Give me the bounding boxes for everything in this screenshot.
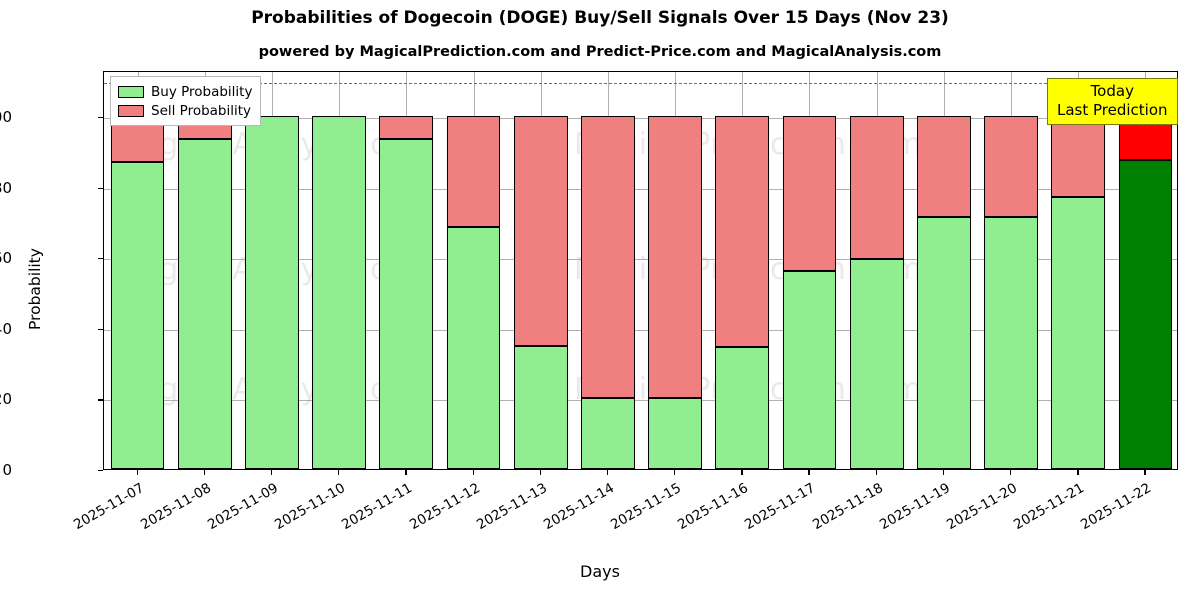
chart-subtitle: powered by MagicalPrediction.com and Pre… (258, 44, 942, 60)
bar-segment-buy[interactable] (715, 347, 770, 469)
bar-segment-buy[interactable] (446, 227, 501, 469)
bar-segment-buy[interactable] (379, 138, 434, 469)
x-axis-label: Days (580, 562, 620, 581)
x-tick-mark (539, 470, 542, 475)
bar-group[interactable] (379, 72, 434, 469)
x-tick-mark (203, 470, 206, 475)
bar-segment-buy[interactable] (312, 115, 367, 469)
bar-segment-sell[interactable] (446, 115, 501, 228)
y-tick-mark (98, 399, 103, 401)
legend-item-buy: Buy Probability (118, 82, 252, 101)
bar-segment-sell[interactable] (849, 115, 904, 259)
legend-swatch-buy-icon (118, 85, 144, 98)
bar-group[interactable] (446, 72, 501, 469)
chart-title: Probabilities of Dogecoin (DOGE) Buy/Sel… (251, 8, 949, 28)
y-tick-mark (98, 258, 103, 260)
legend-swatch-sell-icon (118, 104, 144, 117)
bar-segment-sell[interactable] (581, 115, 635, 399)
bar-group[interactable] (177, 72, 232, 469)
y-tick-mark (98, 187, 103, 189)
bar-segment-sell[interactable] (782, 115, 837, 272)
y-tick-mark (98, 116, 103, 119)
y-tick-label: 40 (0, 319, 12, 338)
y-tick-mark (98, 470, 103, 472)
x-tick-mark (270, 470, 273, 475)
x-tick-mark (875, 470, 877, 475)
x-tick-mark (405, 470, 407, 475)
y-tick-mark (98, 328, 103, 331)
legend-label-buy: Buy Probability (151, 83, 253, 100)
bar-group[interactable] (849, 72, 904, 469)
bar-segment-buy[interactable] (916, 216, 971, 469)
chart-legend: Buy Probability Sell Probability (110, 76, 262, 126)
x-tick-mark (1144, 470, 1146, 475)
bar-segment-buy[interactable] (782, 271, 837, 469)
bar-group[interactable] (648, 72, 702, 469)
today-annotation-line2: Last Prediction (1057, 101, 1168, 119)
x-tick-mark (741, 470, 743, 475)
x-tick-mark (1010, 470, 1012, 475)
bar-segment-sell[interactable] (379, 115, 434, 139)
gridline-horizontal (104, 259, 1177, 261)
y-axis-label: Probability (26, 248, 44, 330)
bar-segment-buy[interactable] (648, 398, 702, 469)
x-tick-mark (1077, 470, 1079, 475)
bar-group[interactable] (1051, 72, 1106, 469)
today-annotation-line1: Today (1090, 82, 1134, 100)
x-tick-mark (808, 470, 810, 475)
x-tick-mark (674, 470, 676, 475)
bar-segment-buy[interactable] (177, 138, 232, 469)
threshold-line (104, 82, 1177, 84)
bar-group[interactable] (916, 72, 971, 469)
y-tick-label: 100 (0, 107, 12, 126)
bar-segment-buy[interactable] (849, 258, 904, 469)
x-tick-mark (606, 470, 609, 475)
bar-group[interactable] (984, 72, 1038, 469)
x-tick-mark (472, 470, 474, 475)
bar-segment-sell[interactable] (984, 115, 1038, 217)
bar-segment-buy[interactable] (245, 115, 299, 469)
x-tick-mark (942, 470, 945, 475)
bar-segment-buy[interactable] (984, 216, 1038, 469)
gridline-horizontal (104, 329, 1177, 331)
y-tick-label: 20 (0, 390, 12, 409)
bar-group[interactable] (312, 72, 367, 469)
x-tick-mark (136, 470, 138, 475)
bar-group[interactable] (715, 72, 770, 469)
y-tick-label: 60 (0, 249, 12, 268)
bar-segment-buy[interactable] (1051, 197, 1106, 469)
bar-segment-sell[interactable] (513, 115, 568, 347)
bar-segment-sell[interactable] (715, 115, 770, 348)
bar-segment-buy[interactable] (513, 346, 568, 469)
bar-group[interactable] (581, 72, 635, 469)
bar-segment-sell[interactable] (916, 115, 971, 217)
legend-label-sell: Sell Probability (151, 102, 252, 119)
bar-group[interactable] (782, 72, 837, 469)
bar-segment-sell[interactable] (1051, 115, 1106, 198)
bar-segment-buy[interactable] (1118, 160, 1173, 469)
today-annotation: Today Last Prediction (1047, 78, 1178, 125)
bar-group[interactable] (110, 72, 165, 469)
y-tick-label: 0 (2, 461, 12, 479)
gridline-horizontal (104, 188, 1177, 190)
x-tick-mark (338, 470, 340, 475)
bar-group[interactable] (1118, 72, 1173, 469)
gridline-horizontal (104, 400, 1177, 402)
y-tick-label: 80 (0, 178, 12, 197)
bar-segment-buy[interactable] (581, 398, 635, 469)
gridline-horizontal (104, 117, 1177, 119)
bar-segment-sell[interactable] (648, 115, 702, 399)
plot-area: MagicalAnalysis.comMagicalPrediction.com… (103, 71, 1178, 470)
bar-group[interactable] (245, 72, 299, 469)
legend-item-sell: Sell Probability (118, 101, 252, 120)
bar-group[interactable] (513, 72, 568, 469)
bar-segment-buy[interactable] (110, 161, 165, 469)
